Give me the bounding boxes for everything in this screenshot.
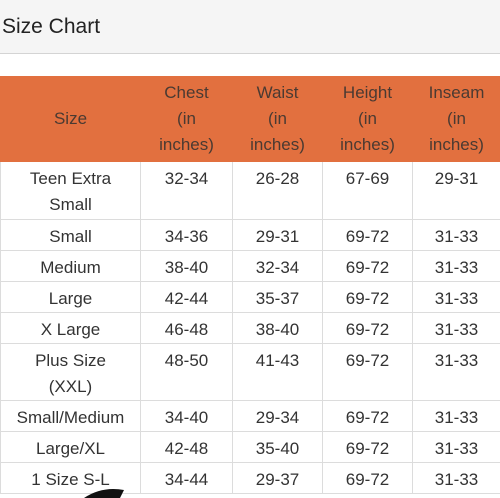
top-bar: Size Chart	[0, 0, 500, 54]
column-header: Chest (in inches)	[140, 76, 233, 162]
column-header: Waist (in inches)	[232, 76, 323, 162]
measure-cell: 34-40	[140, 400, 233, 432]
measure-cell: 35-37	[232, 281, 323, 313]
measure-cell: 31-33	[412, 431, 500, 463]
measure-cell: 69-72	[322, 400, 413, 432]
measure-cell: 46-48	[140, 312, 233, 344]
table-row: X Large 46-48 38-40 69-72 31-33	[0, 312, 500, 344]
size-table: Size Chest (in inches) Waist (in inches) He…	[0, 76, 500, 494]
size-cell: Small/Medium	[0, 400, 141, 432]
size-cell: Plus Size (XXL)	[0, 343, 141, 401]
measure-cell: 69-72	[322, 343, 413, 401]
measure-cell: 69-72	[322, 250, 413, 282]
column-header: Size	[0, 76, 141, 162]
size-cell: Teen Extra Small	[0, 161, 141, 220]
measure-cell: 69-72	[322, 431, 413, 463]
size-cell: 1 Size S-L	[0, 462, 141, 494]
size-cell: Small	[0, 219, 141, 251]
measure-cell: 31-33	[412, 250, 500, 282]
measure-cell: 48-50	[140, 343, 233, 401]
page-title: Size Chart	[2, 15, 101, 38]
column-header: Inseam (in inches)	[412, 76, 500, 162]
measure-cell: 69-72	[322, 281, 413, 313]
measure-cell: 34-44	[140, 462, 233, 494]
measure-cell: 32-34	[140, 161, 233, 220]
measure-cell: 26-28	[232, 161, 323, 220]
measure-cell: 31-33	[412, 312, 500, 344]
measure-cell: 41-43	[232, 343, 323, 401]
decoration	[84, 489, 124, 498]
size-cell: Medium	[0, 250, 141, 282]
table-row: Teen Extra Small 32-34 26-28 67-69 29-31	[0, 161, 500, 220]
measure-cell: 29-34	[232, 400, 323, 432]
measure-cell: 42-44	[140, 281, 233, 313]
size-cell: X Large	[0, 312, 141, 344]
table-row: Medium 38-40 32-34 69-72 31-33	[0, 250, 500, 282]
table-row: 1 Size S-L 34-44 29-37 69-72 31-33	[0, 462, 500, 494]
measure-cell: 42-48	[140, 431, 233, 463]
table-row: Large/XL 42-48 35-40 69-72 31-33	[0, 431, 500, 463]
measure-cell: 31-33	[412, 219, 500, 251]
table-row: Plus Size (XXL) 48-50 41-43 69-72 31-33	[0, 343, 500, 401]
table-row: Small/Medium 34-40 29-34 69-72 31-33	[0, 400, 500, 432]
measure-cell: 67-69	[322, 161, 413, 220]
measure-cell: 31-33	[412, 343, 500, 401]
measure-cell: 69-72	[322, 219, 413, 251]
header-row: Size Chest (in inches) Waist (in inches) He…	[0, 76, 500, 162]
size-cell: Large/XL	[0, 431, 141, 463]
column-header: Height (in inches)	[322, 76, 413, 162]
measure-cell: 34-36	[140, 219, 233, 251]
table-row: Small 34-36 29-31 69-72 31-33	[0, 219, 500, 251]
measure-cell: 29-31	[232, 219, 323, 251]
size-cell: Large	[0, 281, 141, 313]
table-row: Large 42-44 35-37 69-72 31-33	[0, 281, 500, 313]
measure-cell: 32-34	[232, 250, 323, 282]
measure-cell: 31-33	[412, 281, 500, 313]
measure-cell: 35-40	[232, 431, 323, 463]
measure-cell: 69-72	[322, 462, 413, 494]
measure-cell: 38-40	[140, 250, 233, 282]
measure-cell: 69-72	[322, 312, 413, 344]
measure-cell: 29-31	[412, 161, 500, 220]
table-body: Teen Extra Small 32-34 26-28 67-69 29-31 Smal…	[0, 161, 500, 494]
measure-cell: 31-33	[412, 462, 500, 494]
measure-cell: 31-33	[412, 400, 500, 432]
measure-cell: 29-37	[232, 462, 323, 494]
measure-cell: 38-40	[232, 312, 323, 344]
